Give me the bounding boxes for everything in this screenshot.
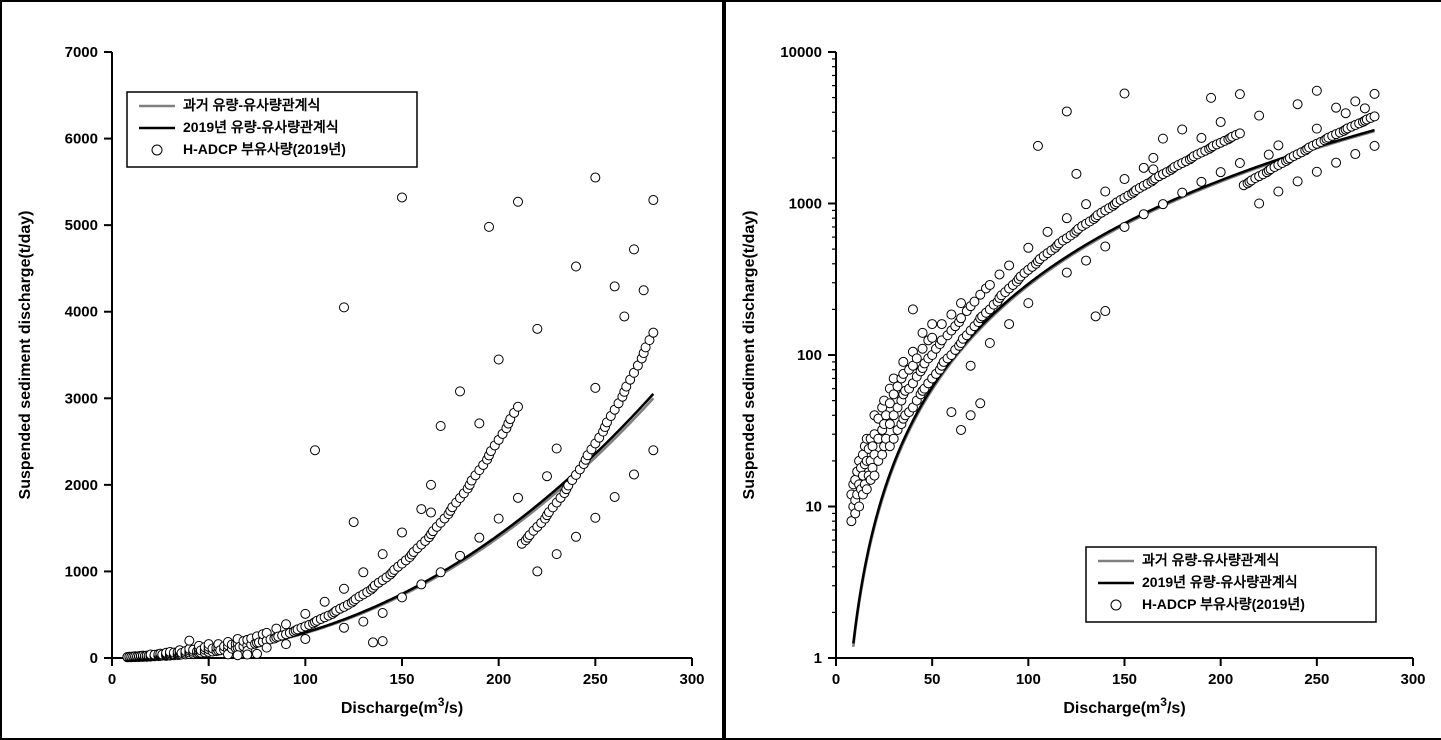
svg-text:7000: 7000: [65, 44, 98, 61]
svg-text:150: 150: [389, 671, 414, 688]
svg-text:1: 1: [814, 650, 822, 667]
chart-container: 0501001502002503000100020003000400050006…: [0, 0, 1441, 740]
svg-text:100: 100: [293, 671, 318, 688]
svg-text:Suspended sediment discharge(t: Suspended sediment discharge(t/day): [17, 211, 34, 500]
svg-text:100: 100: [797, 347, 822, 364]
svg-text:1000: 1000: [789, 196, 822, 213]
svg-text:200: 200: [486, 671, 511, 688]
svg-text:50: 50: [924, 671, 941, 688]
svg-text:250: 250: [583, 671, 608, 688]
right-chart-svg: 0 50 100 150 200 250 300 1 10 100 1000 10000 Dischar…: [726, 2, 1441, 738]
svg-text:6000: 6000: [65, 131, 98, 148]
svg-text:2019년 유량-유사량관계식: 2019년 유량-유사량관계식: [183, 119, 339, 135]
svg-text:10000: 10000: [780, 44, 822, 61]
svg-text:Suspended sediment discharge(t: Suspended sediment discharge(t/day): [741, 211, 758, 500]
svg-text:100: 100: [1016, 671, 1041, 688]
svg-text:0: 0: [108, 671, 116, 688]
svg-text:300: 300: [679, 671, 704, 688]
svg-text:5000: 5000: [65, 217, 98, 234]
svg-text:과거 유량-유사량관계식: 과거 유량-유사량관계식: [183, 97, 320, 113]
svg-text:10: 10: [805, 499, 822, 516]
svg-text:0: 0: [832, 671, 840, 688]
svg-text:3000: 3000: [65, 390, 98, 407]
svg-text:2000: 2000: [65, 477, 98, 494]
svg-text:150: 150: [1112, 671, 1137, 688]
left-panel: 0501001502002503000100020003000400050006…: [0, 0, 724, 740]
left-chart-svg: 0501001502002503000100020003000400050006…: [2, 2, 722, 738]
svg-text:Discharge(m3/s): Discharge(m3/s): [1063, 695, 1185, 717]
svg-text:H-ADCP 부유사량(2019년): H-ADCP 부유사량(2019년): [1142, 596, 1305, 612]
svg-text:4000: 4000: [65, 304, 98, 321]
svg-text:과거 유량-유사량관계식: 과거 유량-유사량관계식: [1142, 552, 1279, 568]
svg-text:2019년 유량-유사량관계식: 2019년 유량-유사량관계식: [1142, 574, 1298, 590]
svg-text:Discharge(m3/s): Discharge(m3/s): [341, 695, 463, 717]
right-panel: 0 50 100 150 200 250 300 1 10 100 1000 10000 Dischar…: [724, 0, 1441, 740]
svg-text:1000: 1000: [65, 563, 98, 580]
svg-text:200: 200: [1208, 671, 1233, 688]
svg-text:50: 50: [200, 671, 217, 688]
svg-text:300: 300: [1400, 671, 1425, 688]
svg-text:0: 0: [90, 650, 98, 667]
svg-text:H-ADCP 부유사량(2019년): H-ADCP 부유사량(2019년): [183, 141, 346, 157]
svg-text:250: 250: [1304, 671, 1329, 688]
